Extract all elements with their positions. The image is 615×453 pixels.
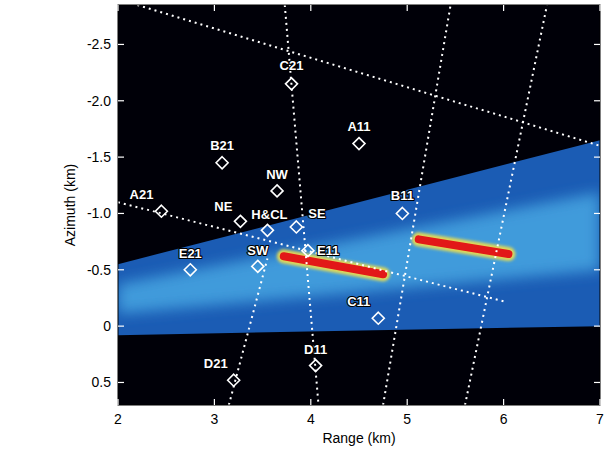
station-label: NW: [266, 167, 288, 182]
station-marker: [216, 157, 228, 169]
station-label: NE: [214, 199, 232, 214]
station-label: D11: [304, 342, 327, 357]
y-tick: [118, 213, 124, 214]
y-tick-label: 0.5: [92, 374, 112, 390]
y-tick: [594, 44, 600, 45]
station-marker: [261, 224, 273, 236]
x-tick: [599, 399, 600, 405]
plot-marks: [118, 5, 600, 405]
station-label: A11: [347, 119, 370, 134]
y-tick: [594, 100, 600, 101]
y-tick: [118, 269, 124, 270]
x-tick: [310, 5, 311, 11]
y-tick: [594, 326, 600, 327]
x-tick-label: 7: [596, 411, 604, 427]
echo-halo: [284, 256, 383, 274]
y-tick: [594, 157, 600, 158]
x-tick: [599, 5, 600, 11]
station-label: C21: [280, 58, 304, 73]
x-tick-label: 6: [500, 411, 508, 427]
station-marker: [396, 207, 408, 219]
y-tick: [118, 326, 124, 327]
chart: 2 3 4 5 6 7 -2.5 -2.0 -1.5 -1.0 -0.5 0 0.5 Range (km)…: [0, 0, 615, 453]
y-tick-label: -0.5: [87, 262, 111, 278]
plot-background: [118, 5, 600, 405]
station-marker: [310, 360, 322, 372]
station-label: A21: [130, 187, 154, 202]
x-tick: [503, 399, 504, 405]
x-axis-title: Range (km): [322, 430, 395, 446]
x-tick-label: 3: [211, 411, 219, 427]
station-marker: [353, 138, 365, 150]
x-tick-label: 2: [114, 411, 122, 427]
x-tick-label: 5: [403, 411, 411, 427]
track-line: [383, 5, 450, 405]
x-tick-label: 4: [307, 411, 315, 427]
station-marker: [228, 374, 240, 386]
station-marker: [286, 78, 298, 90]
y-tick-label: -2.5: [87, 36, 111, 52]
station-label: H&CL: [251, 207, 287, 222]
y-tick-label: -1.0: [87, 205, 111, 221]
station-marker: [234, 215, 246, 227]
station-marker: [302, 245, 314, 257]
y-tick-label: 0: [103, 318, 111, 334]
track-line: [229, 259, 268, 405]
echo-halo: [419, 239, 509, 254]
y-tick: [118, 157, 124, 158]
y-tick-label: -1.5: [87, 149, 111, 165]
station-label: D21: [204, 356, 228, 371]
station-marker: [184, 264, 196, 276]
station-label: C11: [347, 294, 370, 309]
station-marker: [155, 205, 167, 217]
radar-beam: [118, 140, 600, 335]
station-label: B21: [210, 138, 234, 153]
station-label: B11: [391, 188, 414, 203]
x-tick: [117, 5, 118, 11]
y-tick: [594, 382, 600, 383]
y-tick-label: -2.0: [87, 93, 111, 109]
x-tick: [503, 5, 504, 11]
station-label: SE: [308, 206, 326, 221]
station-label: E11: [317, 243, 339, 258]
station-label: SW: [247, 243, 269, 258]
y-tick: [594, 213, 600, 214]
y-tick: [594, 269, 600, 270]
station-label: E21: [179, 246, 202, 261]
station-marker: [271, 185, 283, 197]
y-tick: [118, 382, 124, 383]
x-tick: [214, 5, 215, 11]
y-tick: [118, 44, 124, 45]
x-tick: [117, 399, 118, 405]
x-tick: [214, 399, 215, 405]
x-tick: [310, 399, 311, 405]
station-marker: [290, 221, 302, 233]
y-tick: [118, 100, 124, 101]
echo: [284, 256, 383, 274]
echo: [419, 239, 509, 254]
x-tick: [407, 5, 408, 11]
station-marker: [372, 312, 384, 324]
track-line: [465, 5, 547, 405]
station-marker: [252, 260, 264, 272]
radar-beam-core: [118, 192, 600, 314]
plot-frame: [118, 5, 600, 405]
y-axis-title: Azimuth (km): [62, 164, 78, 246]
track-line: [118, 202, 504, 301]
track-line: [137, 5, 600, 146]
x-tick: [407, 399, 408, 405]
